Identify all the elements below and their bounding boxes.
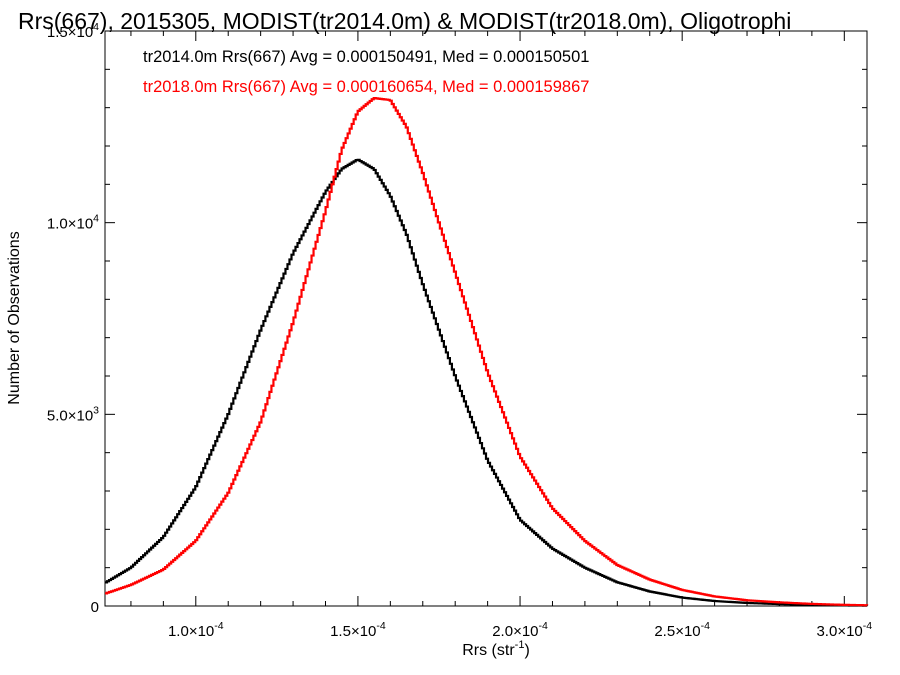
y-tick-label-exponent: 4 [93, 213, 99, 225]
x-tick-label: 1.0×10-4 [168, 620, 224, 640]
x-tick-label-mantissa: 1.5×10 [330, 623, 376, 640]
y-tick-label-mantissa: 1.0×10 [47, 216, 93, 233]
x-tick-label-exponent: -4 [863, 620, 872, 632]
x-tick-label-mantissa: 3.0×10 [816, 623, 862, 640]
y-tick-label-mantissa: 5.0×10 [47, 407, 93, 424]
x-axis: 1.0×10-4 1.5×10-4 2.0×10-4 2.5×10-4 3.0×10-4 [130, 31, 872, 640]
x-tick-label-mantissa: 2.0×10 [492, 623, 538, 640]
series-layer [105, 97, 869, 607]
x-tick-label-exponent: -4 [214, 620, 223, 632]
x-tick-label-mantissa: 2.5×10 [654, 623, 700, 640]
series-line-2 [105, 97, 869, 607]
x-axis-label: Rrs (str-1) [462, 639, 530, 659]
y-tick-label-mantissa: 1.5×10 [47, 24, 93, 41]
x-axis-label-close: ) [524, 642, 529, 659]
y-tick-label: 1.0×104 [47, 213, 99, 233]
x-axis-label-superscript: -1 [515, 639, 525, 651]
plot-frame [104, 30, 868, 607]
y-axis-label: Number of Observations [6, 231, 23, 404]
chart-title: Rrs(667), 2015305, MODIST(tr2014.0m) & M… [18, 8, 791, 34]
y-tick-label: 1.5×104 [47, 21, 99, 41]
plot-area [104, 30, 868, 607]
x-tick-label: 1.5×10-4 [330, 620, 386, 640]
x-tick-label: 3.0×10-4 [816, 620, 872, 640]
x-axis-label-text: Rrs (str [462, 642, 515, 659]
x-tick-label-exponent: -4 [701, 620, 710, 632]
y-tick-label-exponent: 3 [93, 404, 99, 416]
legend-series-1: tr2014.0m Rrs(667) Avg = 0.000150491, Me… [143, 48, 589, 66]
legend-series-2: tr2018.0m Rrs(667) Avg = 0.000160654, Me… [143, 78, 589, 96]
x-tick-label: 2.5×10-4 [654, 620, 710, 640]
y-tick-label: 0 [91, 599, 99, 616]
y-tick-label: 5.0×103 [47, 404, 99, 424]
x-tick-label-mantissa: 1.0×10 [168, 623, 214, 640]
x-tick-label-exponent: -4 [539, 620, 548, 632]
y-tick-label-exponent: 4 [93, 21, 99, 33]
series-line-1 [105, 158, 869, 607]
y-tick-label-mantissa: 0 [91, 599, 99, 616]
x-tick-label: 2.0×10-4 [492, 620, 548, 640]
x-tick-label-exponent: -4 [376, 620, 385, 632]
